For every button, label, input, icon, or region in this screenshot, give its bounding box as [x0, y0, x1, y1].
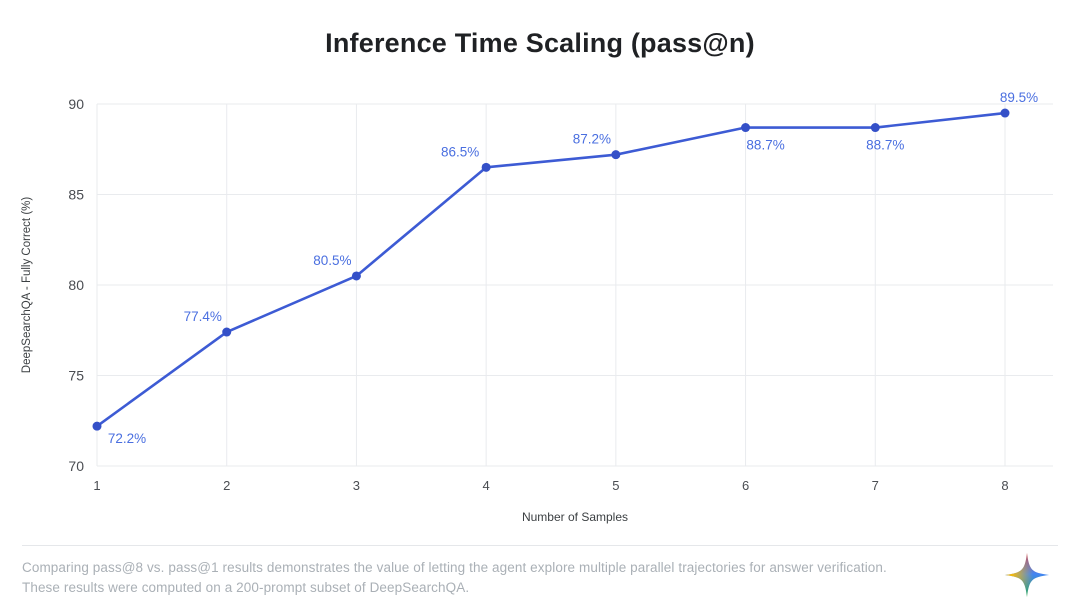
x-tick-label: 7 [872, 478, 879, 493]
y-tick-label: 85 [68, 187, 84, 203]
data-point [222, 327, 232, 337]
y-tick-label: 90 [68, 96, 84, 112]
data-point [351, 271, 361, 281]
data-point [481, 162, 491, 172]
x-tick-label: 2 [223, 478, 230, 493]
footer-text: Comparing pass@8 vs. pass@1 results demo… [22, 558, 1058, 598]
data-point [870, 123, 880, 133]
line-chart: 70 75 80 85 90 1 2 3 4 5 6 7 8 72.2% 77.4% 80.5% 86.5% 87… [0, 78, 1080, 533]
data-point-label: 80.5% [313, 253, 351, 268]
y-tick-label: 75 [68, 368, 84, 384]
data-point [1000, 108, 1010, 118]
data-point-label: 77.4% [184, 309, 222, 324]
y-tick-label: 80 [68, 277, 84, 293]
x-tick-label: 4 [483, 478, 490, 493]
page-title: Inference Time Scaling (pass@n) [325, 28, 755, 58]
x-axis-label: Number of Samples [522, 510, 628, 524]
data-point-label: 89.5% [1000, 90, 1038, 105]
footer-note: Comparing pass@8 vs. pass@1 results demo… [22, 545, 1058, 613]
data-point-label: 87.2% [573, 132, 611, 147]
data-line [95, 111, 1007, 428]
chart-svg: 70 75 80 85 90 1 2 3 4 5 6 7 8 72.2% 77.4% 80.5% 86.5% 87… [21, 90, 1053, 524]
data-point [741, 123, 751, 133]
data-point [92, 421, 102, 431]
x-tick-label: 6 [742, 478, 749, 493]
y-axis-label: DeepSearchQA - Fully Correct (%) [21, 197, 33, 374]
data-point-label: 86.5% [441, 144, 479, 159]
x-tick-label: 8 [1001, 478, 1008, 493]
gemini-sparkle-icon [1004, 552, 1050, 598]
data-point-label: 88.7% [866, 138, 904, 153]
data-point [611, 150, 621, 160]
x-tick-label: 3 [353, 478, 360, 493]
data-point-label: 88.7% [746, 138, 784, 153]
footer-note-line1: Comparing pass@8 vs. pass@1 results demo… [22, 560, 887, 575]
y-tick-label: 70 [68, 458, 84, 474]
x-tick-label: 1 [93, 478, 100, 493]
footer-note-line2: These results were computed on a 200-pro… [22, 580, 470, 595]
x-tick-label: 5 [612, 478, 619, 493]
data-point-label: 72.2% [108, 431, 146, 446]
